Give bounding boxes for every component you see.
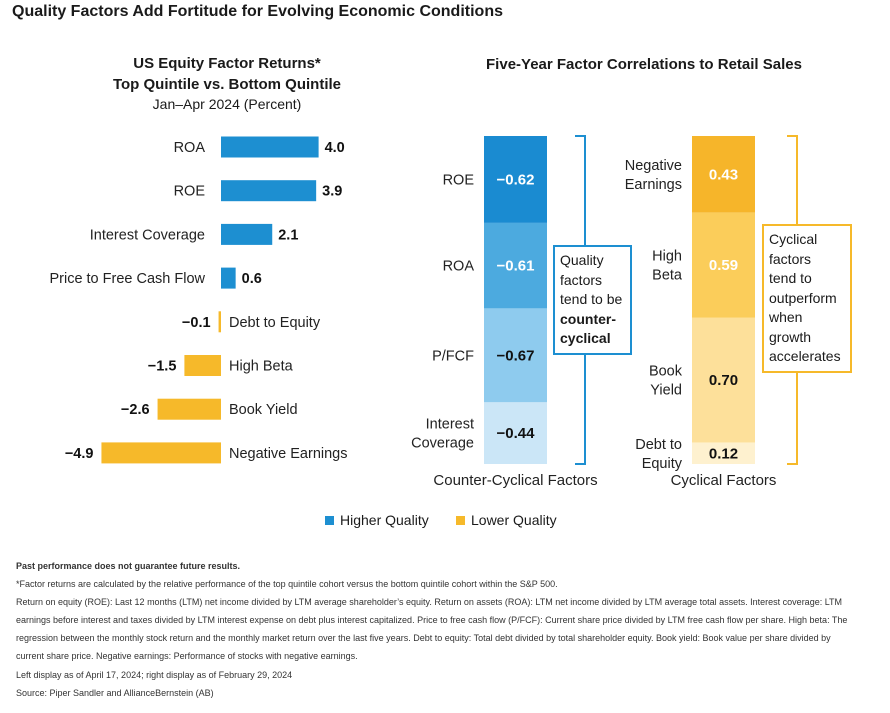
correlation-factor-label: ROA	[443, 259, 475, 275]
correlation-factor-label: P/FCF	[432, 348, 474, 364]
factor-return-bar	[221, 136, 319, 158]
footnote: Left display as of April 17, 2024; right…	[16, 670, 293, 680]
factor-label: Debt to Equity	[229, 315, 321, 331]
factor-value-label: −2.6	[121, 402, 150, 418]
correlation-value-label: −0.61	[497, 258, 535, 275]
correlation-segment	[692, 136, 755, 213]
factor-label: Interest Coverage	[90, 227, 205, 243]
correlation-value-label: 0.70	[709, 372, 738, 389]
correlation-factor-label: Equity	[642, 456, 683, 472]
legend-higher-quality: Higher Quality	[325, 512, 429, 528]
footnote: Return on equity (ROE): Last 12 months (…	[16, 597, 843, 607]
correlation-value-label: −0.67	[497, 347, 535, 364]
callout-line-bold: counter-	[560, 310, 616, 327]
legend-swatch-yellow	[456, 515, 465, 525]
factor-return-bar	[184, 355, 221, 376]
correlation-segment	[484, 308, 547, 403]
left-chart-title-line2: Top Quintile vs. Bottom Quintile	[112, 76, 342, 93]
footnote: regression between the monthly stock ret…	[16, 633, 831, 643]
correlation-value-label: −0.44	[497, 425, 536, 442]
callout-line: when	[769, 309, 803, 325]
factor-value-label: −1.5	[148, 359, 177, 375]
column-axis-label: Counter-Cyclical Factors	[433, 472, 597, 489]
counter-cyclical-callout: Quality factors tend to be counter- cycl…	[553, 245, 632, 355]
factor-value-label: 4.0	[325, 140, 345, 156]
correlation-value-label: 0.12	[709, 445, 738, 462]
callout-line: Quality	[560, 252, 604, 268]
factor-label: Book Yield	[229, 402, 298, 418]
correlation-factor-label: Negative	[625, 158, 682, 174]
correlation-factor-label: Book	[649, 364, 683, 380]
factor-value-label: 0.6	[242, 271, 262, 287]
correlation-segment	[484, 136, 547, 223]
page-title: Quality Factors Add Fortitude for Evolvi…	[12, 3, 503, 20]
legend-label: Lower Quality	[471, 512, 557, 528]
correlation-factor-label: Coverage	[411, 436, 474, 452]
footnote-source: Source: Piper Sandler and AllianceBernst…	[16, 688, 214, 698]
factor-value-label: −4.9	[65, 446, 94, 462]
factor-return-bar	[221, 267, 236, 289]
correlation-factor-label: High	[652, 249, 682, 265]
correlation-factor-label: Earnings	[625, 177, 682, 193]
right-chart-title: Five-Year Factor Correlations to Retail …	[486, 56, 802, 73]
factor-value-label: 2.1	[278, 227, 298, 243]
factor-return-bar	[221, 180, 317, 202]
factor-label: ROE	[174, 184, 206, 200]
footnote-disclaimer: Past performance does not guarantee futu…	[16, 561, 241, 571]
footnote: *Factor returns are calculated by the re…	[16, 579, 558, 589]
correlation-factor-label: ROE	[443, 172, 475, 188]
legend-lower-quality: Lower Quality	[456, 512, 557, 528]
correlation-factor-label: Yield	[650, 383, 682, 399]
correlation-segment	[692, 442, 755, 464]
correlation-segment	[484, 222, 547, 309]
footnote: earnings before interest and taxes divid…	[16, 615, 848, 625]
factor-return-bar	[101, 442, 221, 464]
legend-swatch-blue	[325, 515, 334, 525]
factor-return-bar	[218, 311, 221, 333]
factor-return-bar	[157, 398, 221, 420]
correlation-value-label: −0.62	[497, 171, 535, 188]
callout-line: tend to be	[560, 291, 623, 307]
callout-line: factors	[769, 250, 812, 267]
cyclical-callout: Cyclical factors tend to outperform when…	[762, 224, 852, 373]
footnote: current share price. Negative earnings: …	[16, 651, 358, 661]
correlation-value-label: 0.59	[709, 257, 738, 274]
legend-label: Higher Quality	[340, 512, 429, 528]
factor-label: ROA	[174, 140, 206, 156]
factor-value-label: 3.9	[322, 184, 342, 200]
factor-return-bar	[221, 223, 273, 245]
callout-line: accelerates	[769, 348, 841, 364]
correlation-factor-label: Debt to	[635, 437, 682, 453]
callout-line: outperform	[769, 289, 837, 306]
callout-line: Cyclical	[769, 231, 818, 247]
correlation-segment	[692, 212, 755, 318]
correlation-segment	[692, 317, 755, 443]
callout-line: tend to	[769, 270, 812, 286]
factor-value-label: −0.1	[182, 315, 211, 331]
callout-line-bold: cyclical	[560, 330, 611, 346]
callout-line: factors	[560, 271, 603, 288]
correlation-factor-label: Interest	[426, 417, 474, 433]
factor-label: High Beta	[229, 359, 294, 375]
callout-line: growth	[769, 328, 812, 345]
left-chart-title-line1: US Equity Factor Returns*	[133, 55, 321, 72]
factor-label: Negative Earnings	[229, 446, 348, 462]
column-axis-label: Cyclical Factors	[671, 472, 777, 489]
left-chart-subtitle: Jan–Apr 2024 (Percent)	[152, 96, 302, 112]
correlation-value-label: 0.43	[709, 166, 738, 183]
factor-label: Price to Free Cash Flow	[49, 271, 205, 287]
correlation-factor-label: Beta	[652, 268, 683, 284]
correlation-segment	[484, 402, 547, 464]
